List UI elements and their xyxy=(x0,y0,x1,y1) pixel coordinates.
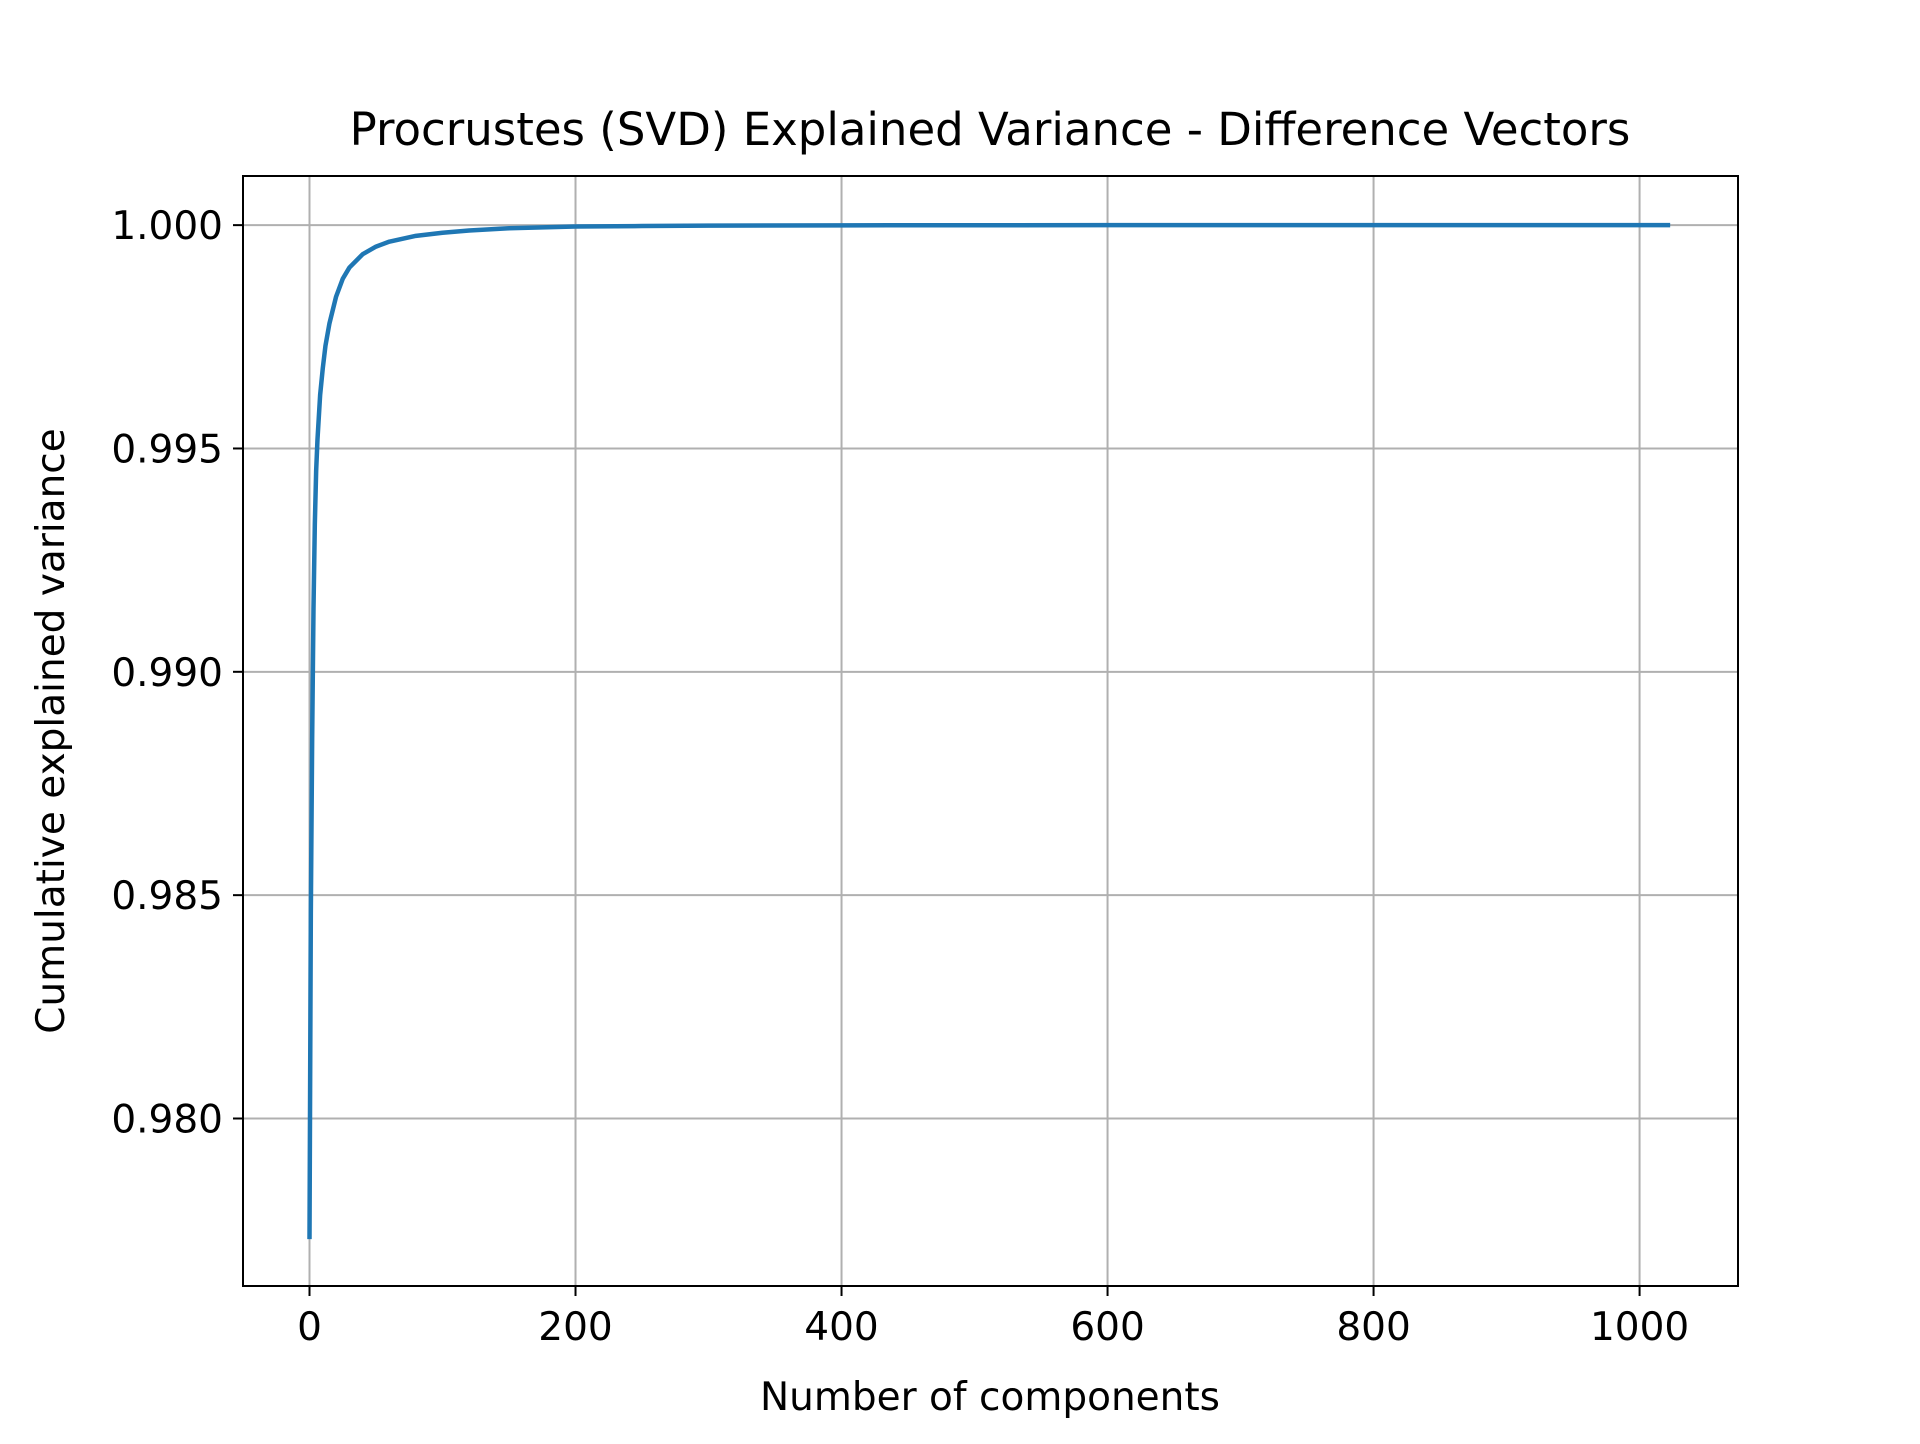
ticks: 0 200 400 600 800 1000 0.980 0.985 0.990 0.995 1.0… xyxy=(111,204,1689,1350)
y-tick-label: 0.990 xyxy=(111,651,223,696)
chart-title: Procrustes (SVD) Explained Variance - Di… xyxy=(350,103,1631,156)
x-tick-label: 200 xyxy=(538,1305,612,1350)
y-tick-label: 0.985 xyxy=(111,874,223,919)
y-tick-label: 0.980 xyxy=(111,1097,223,1142)
axes-frame xyxy=(242,175,1739,1287)
x-tick-label: 800 xyxy=(1336,1305,1410,1350)
y-tick-label: 1.000 xyxy=(111,204,223,249)
x-tick-label: 400 xyxy=(804,1305,878,1350)
grid xyxy=(243,176,1738,1286)
series-line xyxy=(307,222,1671,1240)
x-tick-label: 0 xyxy=(297,1305,322,1350)
y-axis-label: Cumulative explained variance xyxy=(29,428,74,1033)
x-tick-label: 1000 xyxy=(1590,1305,1689,1350)
y-tick-label: 0.995 xyxy=(111,427,223,472)
x-tick-label: 600 xyxy=(1070,1305,1144,1350)
series-layer xyxy=(307,222,1671,1240)
x-axis-label: Number of components xyxy=(760,1375,1220,1420)
